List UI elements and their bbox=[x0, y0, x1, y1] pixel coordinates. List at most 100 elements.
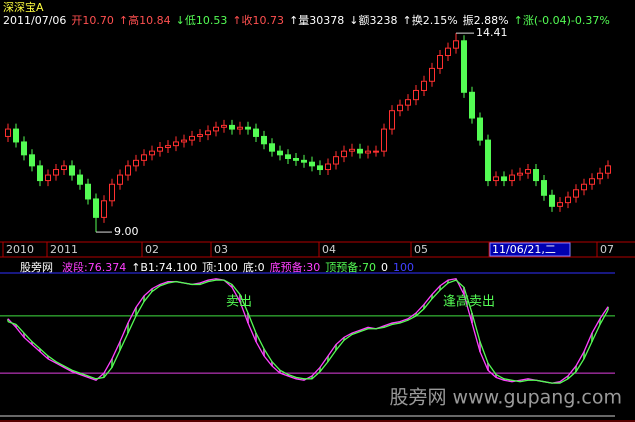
candle-body bbox=[61, 165, 67, 171]
candle-body bbox=[93, 198, 99, 218]
candle-body bbox=[525, 169, 531, 174]
candle-body bbox=[421, 80, 427, 91]
candle-body bbox=[469, 91, 475, 119]
candle-body bbox=[237, 126, 243, 130]
candle-body bbox=[349, 148, 355, 152]
candle-body bbox=[253, 128, 259, 137]
header-item: 顶:100 bbox=[202, 261, 238, 274]
stock-title: 深深宝A bbox=[3, 0, 44, 14]
candle-body bbox=[157, 146, 163, 152]
info-item: ↑换2.15% bbox=[403, 13, 458, 27]
candle-body bbox=[109, 183, 115, 202]
candle-body bbox=[373, 150, 379, 153]
candle-body bbox=[101, 200, 107, 218]
candle-body bbox=[205, 130, 211, 136]
header-item: 顶预备:70 bbox=[325, 260, 376, 274]
info-item: ↑涨(-0.04)-0.37% bbox=[514, 14, 610, 27]
candle-body bbox=[165, 145, 171, 148]
candle-body bbox=[29, 154, 35, 167]
candle-body bbox=[317, 165, 323, 171]
max-label: 14.41 bbox=[476, 26, 508, 39]
candle-body bbox=[309, 161, 315, 167]
candle-body bbox=[301, 159, 307, 163]
candle-body bbox=[261, 135, 267, 145]
candle-body bbox=[229, 124, 235, 130]
candle-body bbox=[189, 135, 195, 141]
candle-body bbox=[69, 165, 75, 176]
candle-body bbox=[509, 174, 515, 182]
candle-body bbox=[277, 150, 283, 156]
header-item: 波段:76.374 bbox=[62, 260, 126, 274]
info-item: ↑收10.73 bbox=[232, 13, 284, 27]
date-label: 05 bbox=[414, 243, 428, 256]
candle-body bbox=[413, 89, 419, 101]
min-label: 9.00 bbox=[114, 225, 139, 238]
candle-body bbox=[21, 141, 27, 156]
info-item: ↓低10.53 bbox=[176, 14, 228, 27]
candle-body bbox=[333, 156, 339, 165]
date-label: 2010 bbox=[6, 243, 34, 256]
date-label: 04 bbox=[322, 243, 336, 256]
candle-body bbox=[517, 172, 523, 176]
candle-body bbox=[437, 55, 443, 69]
candle-body bbox=[397, 104, 403, 112]
candle-body bbox=[197, 134, 203, 137]
candle-body bbox=[477, 117, 483, 141]
date-label: 2011 bbox=[50, 243, 78, 256]
candle-body bbox=[581, 183, 587, 191]
indicator-line bbox=[7, 278, 609, 384]
indicator-line bbox=[7, 279, 609, 384]
candle-body bbox=[533, 169, 539, 182]
date-label: 03 bbox=[214, 243, 228, 256]
info-item: 开10.70 bbox=[71, 14, 114, 27]
candle-body bbox=[389, 110, 395, 130]
candle-body bbox=[149, 150, 155, 156]
annotation: 卖出 bbox=[226, 295, 252, 310]
candle-body bbox=[213, 126, 219, 132]
candle-body bbox=[37, 165, 43, 182]
header-item: ↑B1:74.100 bbox=[131, 261, 197, 274]
candle-body bbox=[293, 158, 299, 161]
candle-body bbox=[381, 128, 387, 152]
candle-body bbox=[597, 172, 603, 180]
candle-body bbox=[325, 163, 331, 171]
date-label: 07 bbox=[600, 243, 614, 256]
candle-body bbox=[405, 99, 411, 106]
candle-body bbox=[501, 176, 507, 182]
candle-body bbox=[221, 124, 227, 128]
date-label: 02 bbox=[145, 243, 159, 256]
candle-body bbox=[485, 139, 491, 182]
candle-body bbox=[269, 143, 275, 152]
candle-body bbox=[429, 67, 435, 82]
indicator-title: 股旁网 bbox=[20, 260, 53, 274]
watermark: 股旁网 www.gupang.com bbox=[390, 387, 622, 409]
header-item: 底:0 bbox=[243, 260, 265, 274]
candle-body bbox=[573, 189, 579, 198]
candle-body bbox=[453, 40, 459, 49]
candle-body bbox=[85, 183, 91, 200]
candle-body bbox=[589, 178, 595, 185]
candle-body bbox=[565, 196, 571, 204]
info-item: ↓额3238 bbox=[349, 14, 397, 27]
date-label: 11/06/21,二 bbox=[492, 243, 556, 256]
candle-body bbox=[461, 40, 467, 93]
candle-body bbox=[549, 194, 555, 207]
candle-body bbox=[173, 141, 179, 147]
candle-body bbox=[53, 169, 59, 176]
candle-body bbox=[557, 202, 563, 207]
candle-body bbox=[245, 126, 251, 130]
header-item: 0 bbox=[381, 261, 388, 274]
date-highlight bbox=[489, 242, 571, 257]
candle-body bbox=[285, 154, 291, 160]
candle-body bbox=[357, 148, 363, 154]
candle-body bbox=[493, 176, 499, 182]
info-item: 振2.88% bbox=[463, 13, 509, 27]
candle-body bbox=[133, 159, 139, 167]
candle-body bbox=[13, 128, 19, 143]
info-item: ↑高10.84 bbox=[119, 13, 171, 27]
header-item: 底预备:30 bbox=[270, 260, 321, 274]
header-item: 100 bbox=[393, 261, 414, 274]
candle-body bbox=[541, 180, 547, 196]
candle-body bbox=[5, 128, 11, 137]
